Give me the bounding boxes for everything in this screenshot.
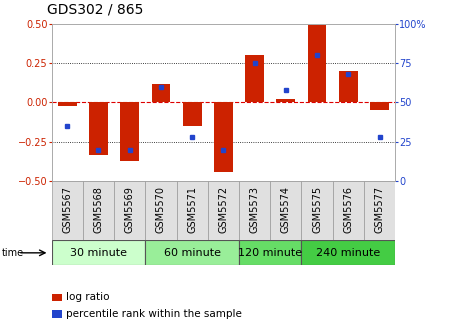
Bar — [301, 181, 333, 240]
Bar — [145, 240, 239, 265]
Bar — [239, 181, 270, 240]
Bar — [277, 99, 295, 102]
Text: 60 minute: 60 minute — [163, 248, 220, 258]
Text: 120 minute: 120 minute — [238, 248, 302, 258]
Bar — [333, 181, 364, 240]
Text: GDS302 / 865: GDS302 / 865 — [47, 3, 144, 17]
Text: GSM5576: GSM5576 — [343, 186, 353, 233]
Text: GSM5572: GSM5572 — [218, 186, 229, 233]
Bar — [52, 294, 62, 301]
Text: GSM5577: GSM5577 — [374, 186, 384, 233]
Text: GSM5573: GSM5573 — [250, 186, 260, 233]
Bar — [270, 181, 301, 240]
Bar — [52, 310, 62, 318]
Bar — [176, 181, 208, 240]
Bar — [308, 25, 326, 102]
Bar — [145, 181, 176, 240]
Bar — [52, 240, 145, 265]
Bar — [58, 102, 77, 106]
Text: GSM5575: GSM5575 — [312, 186, 322, 233]
Text: GSM5570: GSM5570 — [156, 186, 166, 233]
Bar — [52, 181, 83, 240]
Bar — [89, 102, 108, 155]
Bar — [364, 181, 395, 240]
Bar — [301, 240, 395, 265]
Bar — [152, 84, 170, 102]
Bar — [83, 181, 114, 240]
Bar — [245, 55, 264, 102]
Text: GSM5569: GSM5569 — [125, 186, 135, 233]
Text: log ratio: log ratio — [66, 292, 110, 302]
Bar — [370, 102, 389, 110]
Bar — [120, 102, 139, 161]
Text: GSM5571: GSM5571 — [187, 186, 197, 233]
Bar — [214, 102, 233, 172]
Bar — [239, 240, 301, 265]
Text: GSM5568: GSM5568 — [93, 186, 103, 233]
Bar — [208, 181, 239, 240]
Bar — [339, 71, 358, 102]
Text: 30 minute: 30 minute — [70, 248, 127, 258]
Text: percentile rank within the sample: percentile rank within the sample — [66, 309, 242, 319]
Text: GSM5567: GSM5567 — [62, 186, 72, 233]
Text: 240 minute: 240 minute — [316, 248, 380, 258]
Bar — [114, 181, 145, 240]
Text: GSM5574: GSM5574 — [281, 186, 291, 233]
Bar — [183, 102, 202, 126]
Text: time: time — [2, 248, 24, 258]
